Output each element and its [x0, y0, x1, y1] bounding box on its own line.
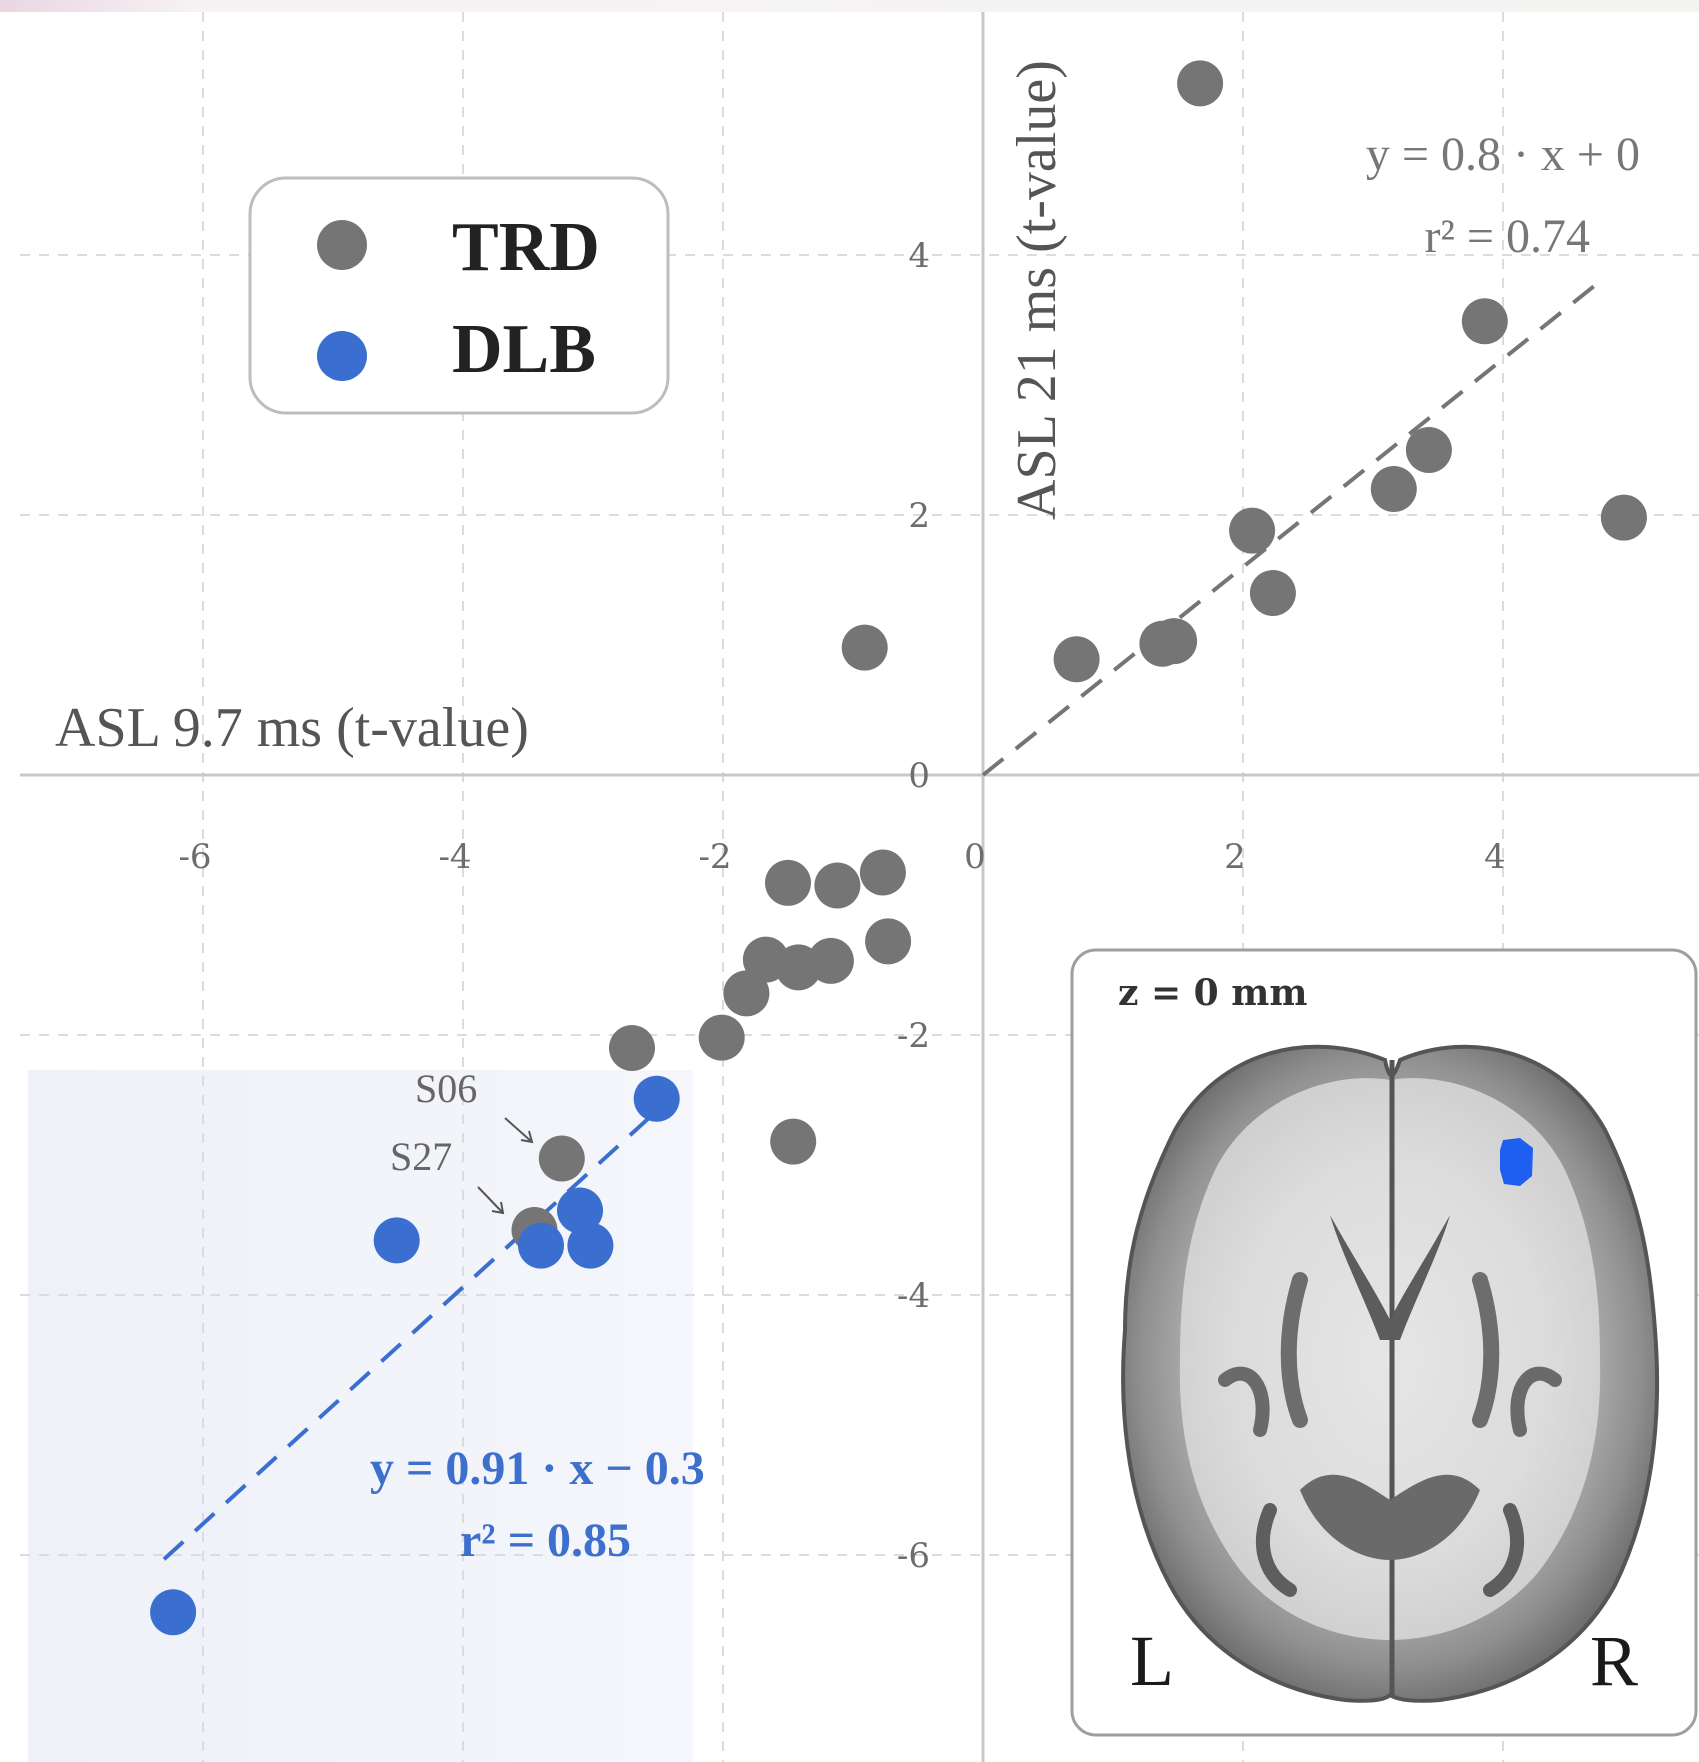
- point-trd: [859, 849, 906, 896]
- annotation-arrows: [477, 1117, 534, 1215]
- dlb-equation: y = 0.91 · x − 0.3: [370, 1442, 705, 1495]
- brain-inset: z = 0 mm L R: [1070, 948, 1698, 1737]
- y-tick-label: -4: [897, 1276, 930, 1316]
- legend-marker-dlb: [317, 331, 367, 381]
- trd-r2: r² = 0.74: [1425, 210, 1590, 263]
- legend-label-trd: TRD: [452, 209, 600, 286]
- y-tick-label: 4: [908, 236, 930, 276]
- dlb-r2: r² = 0.85: [460, 1514, 631, 1567]
- x-axis-label: ASL 9.7 ms (t-value): [55, 697, 529, 759]
- point-trd: [807, 937, 854, 984]
- x-tick-label: 4: [1484, 837, 1506, 877]
- x-tick-label: -4: [438, 837, 471, 877]
- point-dlb: [557, 1187, 603, 1234]
- point-trd: [538, 1135, 585, 1182]
- label-s27: S27: [390, 1134, 452, 1179]
- point-trd: [770, 1118, 817, 1165]
- point-dlb: [150, 1589, 197, 1636]
- point-trd: [1053, 636, 1100, 683]
- fit-lines: [162, 284, 1596, 1561]
- x-tick-label: 2: [1224, 837, 1246, 877]
- y-tick-label: -2: [897, 1016, 930, 1056]
- fit-line-dlb: [162, 1108, 660, 1561]
- data-points: [150, 60, 1647, 1636]
- highlight-cluster: [1500, 1138, 1533, 1186]
- point-trd: [1249, 570, 1296, 616]
- legend-marker-trd: [317, 220, 367, 270]
- x-tick-labels: -6 -4 -2 0 2 4: [178, 837, 1505, 877]
- point-dlb: [518, 1222, 564, 1269]
- top-strip: [0, 0, 1699, 12]
- brain-axial-slice: [1121, 1044, 1660, 1703]
- y-axis-label: ASL 21 ms (t-value): [1006, 60, 1068, 520]
- point-trd: [1600, 494, 1647, 541]
- point-dlb: [373, 1217, 420, 1264]
- point-trd: [814, 862, 861, 909]
- dlb-shaded-region: [28, 1070, 693, 1762]
- y-tick-label: -6: [897, 1536, 930, 1576]
- point-trd: [1405, 427, 1452, 473]
- legend-label-dlb: DLB: [452, 311, 596, 388]
- point-dlb: [633, 1075, 680, 1122]
- point-trd: [841, 624, 888, 671]
- point-trd: [1177, 60, 1224, 107]
- point-trd: [698, 1014, 745, 1061]
- point-trd: [865, 918, 912, 965]
- point-trd: [723, 970, 770, 1017]
- axes: [20, 12, 1699, 1762]
- legend: TRD DLB: [248, 176, 670, 415]
- point-trd: [765, 859, 811, 906]
- x-tick-label: 0: [964, 837, 986, 877]
- trd-equation: y = 0.8 · x + 0: [1366, 128, 1640, 181]
- inset-right-label: R: [1590, 1621, 1638, 1701]
- fit-line-trd: [981, 284, 1596, 777]
- inset-title: z = 0 mm: [1118, 972, 1307, 1014]
- point-trd: [1151, 618, 1198, 665]
- x-tick-label: -6: [178, 837, 211, 877]
- point-trd: [1229, 507, 1276, 554]
- y-tick-label: 2: [908, 496, 930, 536]
- point-dlb: [567, 1222, 614, 1269]
- point-trd: [609, 1025, 655, 1071]
- label-s06: S06: [415, 1066, 477, 1111]
- inset-left-label: L: [1130, 1621, 1174, 1701]
- y-tick-labels: -6 -4 -2 0 2 4: [897, 236, 930, 1576]
- y-tick-label: 0: [908, 756, 930, 796]
- point-trd: [1461, 298, 1508, 345]
- point-trd: [1370, 466, 1417, 512]
- x-tick-label: -2: [698, 837, 731, 877]
